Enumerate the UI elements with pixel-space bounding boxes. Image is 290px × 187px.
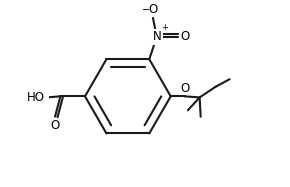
Text: +: +: [161, 23, 168, 32]
Text: O: O: [148, 3, 157, 16]
Text: HO: HO: [27, 91, 45, 104]
Text: N: N: [153, 30, 161, 43]
Text: O: O: [50, 119, 60, 132]
Text: O: O: [180, 30, 190, 43]
Text: O: O: [180, 82, 189, 95]
Text: −: −: [142, 5, 150, 15]
